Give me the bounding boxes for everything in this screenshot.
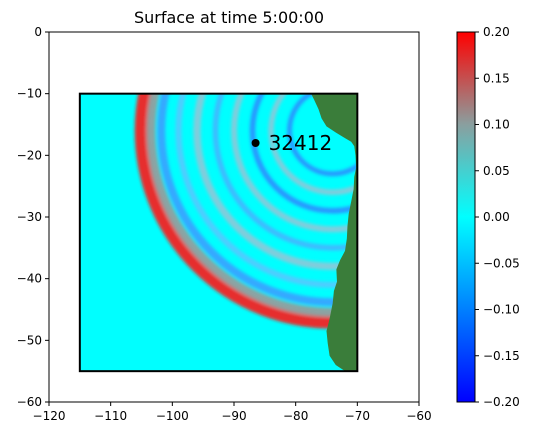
wave-band: [157, 93, 358, 307]
domain-box: [78, 92, 359, 373]
x-tick-label: −120: [33, 409, 66, 423]
x-tick-label: −80: [283, 409, 308, 423]
y-tick-label: −40: [17, 272, 42, 286]
y-tick-label: −20: [17, 148, 42, 162]
colorbar-tick-label: 0.20: [483, 25, 510, 39]
station-marker: [251, 139, 260, 147]
land-mask: [311, 93, 358, 372]
colorbar: [456, 31, 476, 403]
colorbar-tick-label: 0.15: [483, 71, 510, 85]
y-tick-label: −50: [17, 333, 42, 347]
wave-band: [175, 93, 358, 288]
wave-band: [268, 93, 358, 196]
colorbar-ticks: 0.20 0.15 0.10 0.05 0.00 −0.05 −0.10 −0.15 −0.20: [475, 25, 520, 409]
y-tick-label: −10: [17, 87, 42, 101]
colorbar-tick-label: −0.20: [483, 395, 520, 409]
wave-band: [193, 93, 358, 270]
colorbar-tick-label: 0.00: [483, 210, 510, 224]
colorbar-tick-label: 0.10: [483, 118, 510, 132]
wave-band: [287, 93, 358, 177]
colorbar-tick-label: −0.05: [483, 256, 520, 270]
colorbar-tick-label: −0.15: [483, 349, 520, 363]
colorbar-tick-label: −0.10: [483, 303, 520, 317]
x-tick-label: −70: [345, 409, 370, 423]
chart-title: Surface at time 5:00:00: [134, 8, 324, 27]
x-tick-label: −100: [156, 409, 189, 423]
x-tick-label: −60: [406, 409, 431, 423]
wave-band: [249, 93, 358, 214]
station-label: 32412: [269, 131, 333, 155]
wave-band: [230, 93, 358, 233]
x-axis: −120 −110 −100 −90 −80 −70 −60: [33, 402, 432, 423]
x-tick-label: −110: [94, 409, 127, 423]
y-tick-label: 0: [34, 25, 42, 39]
y-tick-label: −30: [17, 210, 42, 224]
wave-field: [79, 93, 358, 372]
x-tick-label: −90: [221, 409, 246, 423]
wave-band: [212, 93, 358, 251]
y-axis: 0 −10 −20 −30 −40 −50 −60: [17, 25, 49, 409]
colorbar-tick-label: 0.05: [483, 164, 510, 178]
land-polygon: [311, 93, 358, 372]
y-tick-label: −60: [17, 395, 42, 409]
